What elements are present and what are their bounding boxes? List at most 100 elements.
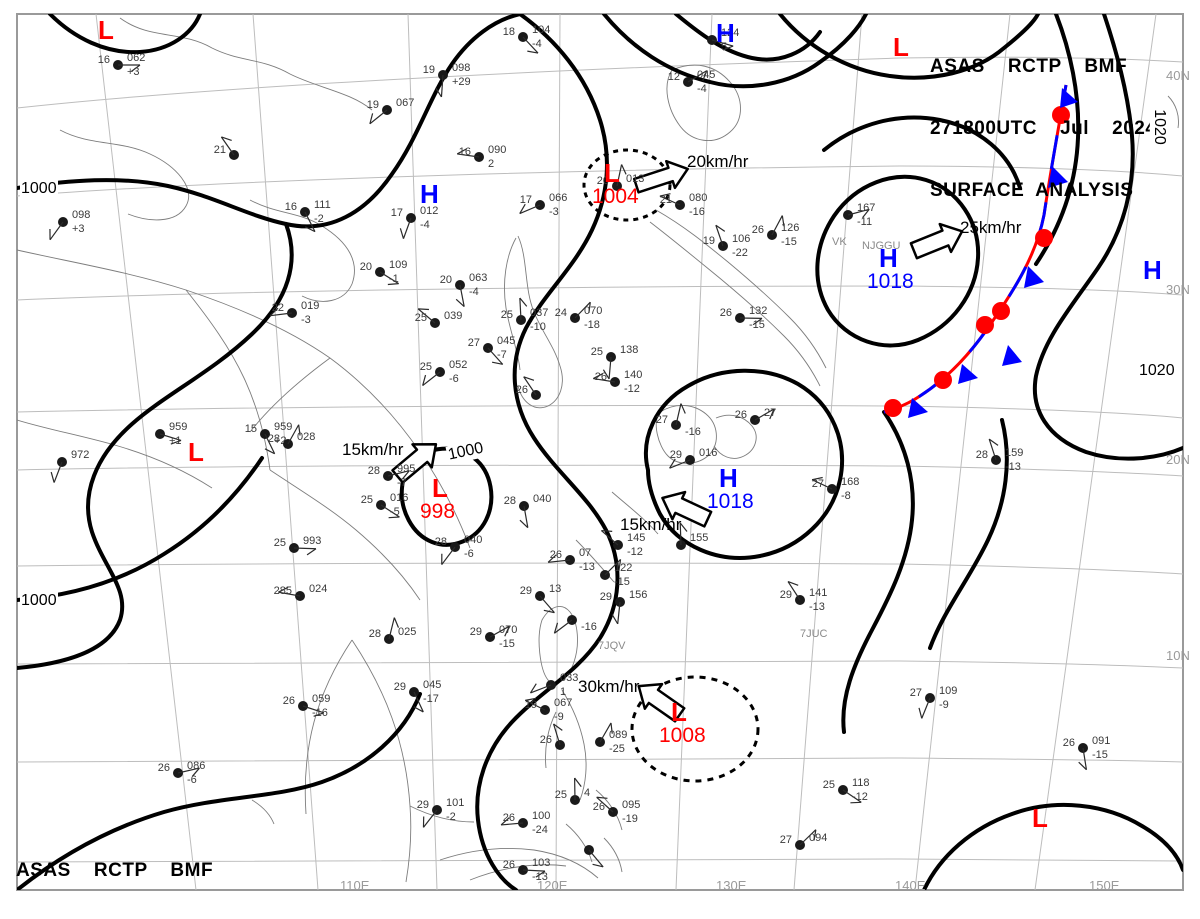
svg-text:29: 29	[394, 681, 406, 693]
svg-text:039: 039	[444, 310, 462, 322]
motion-arrow-25kmhr	[909, 222, 964, 260]
svg-text:959: 959	[274, 421, 292, 433]
station-plot: 28 028	[268, 424, 315, 449]
svg-text:26: 26	[516, 384, 528, 396]
isobar-high-east	[815, 174, 981, 348]
station-plot: 20 063 -4	[440, 272, 487, 308]
station-plot: 21 080 -16	[659, 192, 707, 218]
svg-text:26: 26	[503, 812, 515, 824]
svg-text:145: 145	[627, 532, 645, 544]
station-identifier-3: 7JUC	[800, 628, 828, 640]
svg-text:016: 016	[390, 492, 408, 504]
station-plot: 155	[676, 522, 708, 550]
svg-text:27: 27	[812, 478, 824, 490]
svg-text:040: 040	[533, 493, 551, 505]
svg-text:20: 20	[360, 261, 372, 273]
svg-text:-11: -11	[857, 216, 872, 228]
svg-text:-6: -6	[464, 548, 474, 560]
svg-text:26: 26	[752, 224, 764, 236]
low-center-value-0: 1004	[592, 185, 639, 208]
svg-text:-15: -15	[1092, 749, 1108, 761]
svg-text:024: 024	[309, 583, 327, 595]
low-center-symbol-5: L	[98, 15, 114, 45]
motion-speed-label-2: 15km/hr	[342, 440, 404, 459]
svg-text:013: 013	[626, 173, 644, 185]
isobar-east-japan-b	[928, 418, 1009, 650]
svg-text:-7: -7	[397, 477, 407, 489]
low-center-symbol-2: L	[671, 697, 687, 727]
svg-text:25: 25	[501, 309, 513, 321]
svg-text:122: 122	[614, 562, 632, 574]
svg-text:1: 1	[560, 686, 566, 698]
svg-text:-1: -1	[389, 273, 399, 285]
svg-text:091: 091	[1092, 735, 1110, 747]
low-center-symbol-6: L	[188, 437, 204, 467]
station-plot: 25 993	[274, 535, 321, 556]
svg-text:29: 29	[470, 626, 482, 638]
svg-text:025: 025	[398, 626, 416, 638]
isobar-ridge-north	[778, 14, 1040, 80]
svg-text:+3: +3	[72, 223, 85, 235]
station-plot: 26 103 -13	[503, 857, 551, 883]
station-plot: 18 104 -4	[503, 24, 550, 54]
svg-text:25: 25	[591, 346, 603, 358]
svg-text:29: 29	[600, 591, 612, 603]
station-identifier-0: VK	[832, 236, 847, 248]
high-center-value-3: 1018	[867, 270, 914, 293]
high-center-symbol-10: H	[716, 18, 735, 48]
lat-label-0: 40N	[1166, 68, 1190, 83]
svg-text:070: 070	[584, 305, 602, 317]
station-plot: 19 067	[367, 97, 414, 125]
low-center-symbol-0: L	[604, 158, 620, 188]
motion-speed-label-1: 25km/hr	[960, 218, 1022, 237]
svg-text:5: 5	[721, 41, 727, 53]
svg-text:-10: -10	[530, 321, 546, 333]
motion-arrow-15kmhr-b	[661, 490, 713, 528]
svg-text:21: 21	[214, 144, 226, 156]
station-plot: 28 995 -7	[368, 463, 416, 489]
station-plot: 29 13	[520, 583, 561, 614]
svg-text:25: 25	[420, 361, 432, 373]
station-plot: 16 111 -2	[285, 199, 331, 233]
svg-text:086: 086	[187, 760, 205, 772]
station-plot: 098+3	[49, 209, 90, 241]
svg-text:063: 063	[469, 272, 487, 284]
svg-text:+1: +1	[169, 435, 182, 447]
motion-arrows	[391, 159, 964, 723]
header-top: ASAS RCTP BMF 271800UTC Jul 2024 SURFACE…	[930, 18, 1156, 240]
svg-text:141: 141	[809, 587, 827, 599]
svg-text:033: 033	[560, 672, 578, 684]
station-identifier-2: 7JQV	[598, 640, 626, 652]
svg-text:-25: -25	[609, 743, 625, 755]
svg-text:-13: -13	[579, 561, 595, 573]
station-plot: 29 070 -15	[470, 624, 518, 650]
low-1008-enclosure	[630, 675, 760, 783]
svg-text:285: 285	[274, 585, 292, 597]
svg-text:28: 28	[369, 628, 381, 640]
svg-text:22: 22	[272, 302, 284, 314]
svg-text:28: 28	[268, 433, 280, 445]
svg-text:19: 19	[367, 99, 379, 111]
station-plot: 17 066 -3	[519, 192, 567, 218]
svg-text:066: 066	[549, 192, 567, 204]
svg-text:26: 26	[595, 371, 607, 383]
svg-text:26: 26	[735, 409, 747, 421]
station-plot: 12 045 -4	[668, 69, 716, 95]
svg-text:26: 26	[720, 307, 732, 319]
svg-text:27: 27	[910, 687, 922, 699]
motion-arrow-15kmhr-a	[391, 443, 438, 484]
svg-text:29: 29	[417, 799, 429, 811]
svg-text:045: 045	[497, 335, 515, 347]
station-plot: 29 101 -2	[417, 797, 464, 828]
svg-text:24: 24	[555, 307, 567, 319]
motion-arrow-20kmhr	[632, 159, 689, 194]
lon-label-3: 140E	[895, 878, 926, 893]
svg-text:4: 4	[584, 787, 590, 799]
svg-text:100: 100	[532, 810, 550, 822]
svg-text:104: 104	[532, 24, 550, 36]
isobar-label-0: 1000	[20, 180, 58, 198]
svg-text:-9: -9	[554, 711, 564, 723]
